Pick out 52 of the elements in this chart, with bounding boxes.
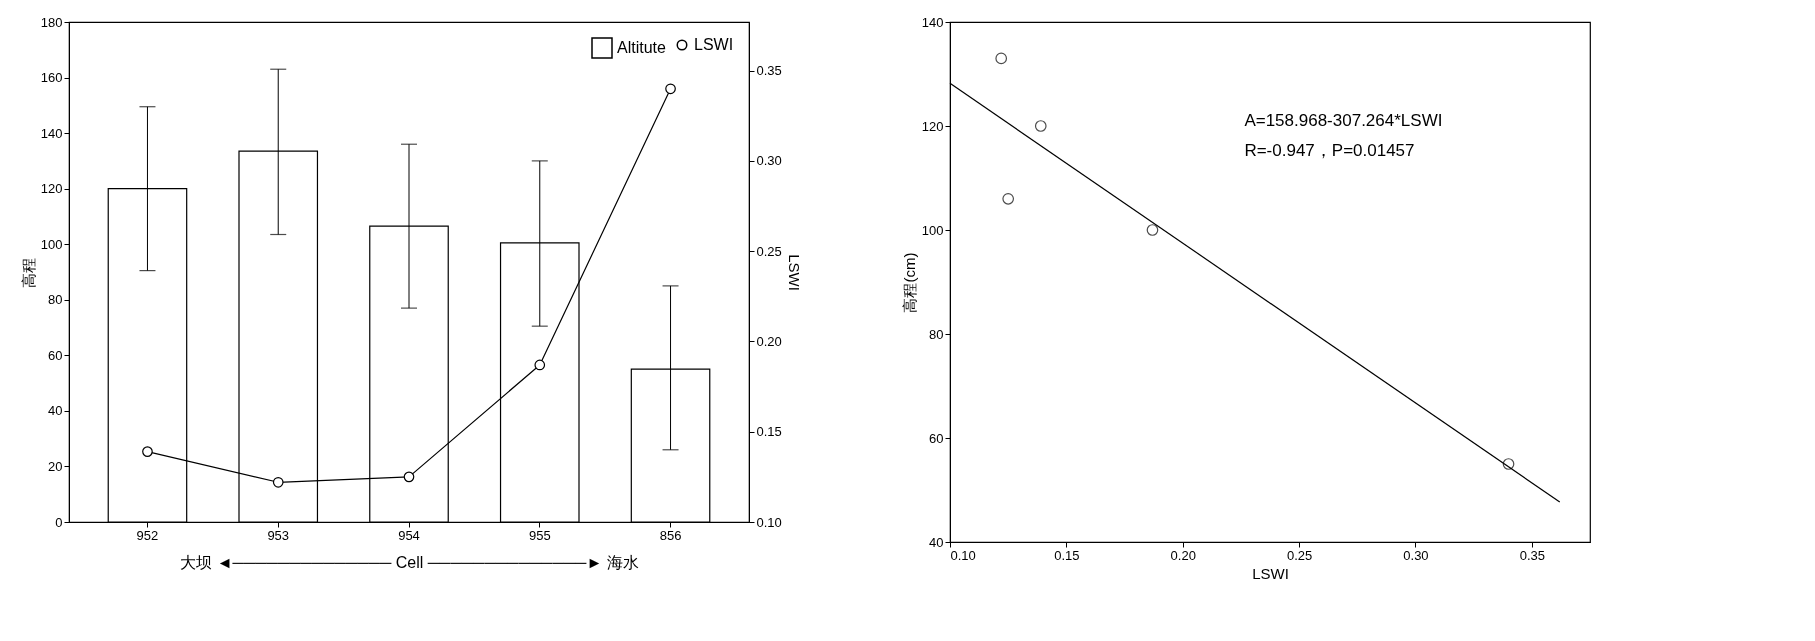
x-tick-label: 954	[398, 527, 420, 543]
x-tick-label: 953	[267, 527, 290, 543]
point	[1502, 458, 1515, 470]
y-tick-label: 140	[921, 14, 944, 30]
x-tick-label: 0.15	[1054, 547, 1080, 563]
y-tick-label: 120	[40, 181, 63, 197]
y-tick-label: 120	[921, 118, 944, 134]
y2-tick-label: 0.20	[756, 333, 782, 349]
point	[1002, 192, 1015, 205]
point	[534, 359, 546, 371]
y-tick-label: 100	[921, 222, 944, 238]
y-tick-label: 140	[40, 125, 63, 141]
x-tick-label: 0.25	[1286, 547, 1313, 563]
point	[142, 446, 153, 457]
y-axis-title: 高程	[19, 257, 37, 288]
x-tick-label: 955	[528, 527, 551, 543]
x-tick-label: 0.10	[950, 547, 976, 563]
point	[995, 52, 1008, 65]
y-tick-label: 60	[48, 347, 63, 363]
y-tick-label: 20	[48, 458, 63, 474]
y2-tick-label: 0.10	[756, 514, 782, 530]
y2-tick-label: 0.30	[756, 153, 782, 169]
point	[1034, 120, 1047, 132]
point	[272, 476, 284, 488]
x-tick-label: 856	[659, 527, 682, 543]
legend-label: Altitute	[617, 39, 667, 56]
point	[665, 83, 676, 95]
x-axis-title: LSWI	[1252, 564, 1289, 582]
x-tick-label: 0.30	[1403, 547, 1429, 563]
x-axis-title: 大坝 ◄────────────── Cell ──────────────► 海水	[180, 553, 639, 571]
y-tick-label: 60	[929, 430, 944, 446]
y-tick-label: 160	[40, 70, 63, 86]
y2-tick-label: 0.35	[756, 63, 782, 79]
point	[403, 471, 415, 483]
point	[1146, 224, 1159, 236]
annotation: R=-0.947，P=0.01457	[1244, 140, 1415, 160]
y-tick-label: 40	[929, 534, 944, 550]
y-tick-label: 0	[55, 514, 63, 530]
y2-tick-label: 0.15	[756, 424, 782, 440]
x-tick-label: 952	[136, 527, 159, 543]
y2-axis-title: LSWI	[785, 254, 803, 291]
y2-tick-label: 0.25	[756, 243, 782, 259]
annotation: A=158.968-307.264*LSWI	[1244, 110, 1443, 130]
y-tick-label: 80	[929, 326, 944, 342]
y-tick-label: 80	[48, 292, 63, 308]
y-axis-title: 高程(cm)	[900, 252, 918, 313]
x-tick-label: 0.20	[1170, 547, 1196, 563]
y-tick-label: 100	[40, 236, 63, 252]
x-tick-label: 0.35	[1519, 547, 1545, 563]
y-tick-label: 180	[40, 14, 63, 30]
y-tick-label: 40	[48, 403, 63, 419]
legend-label: LSWI	[694, 36, 734, 53]
